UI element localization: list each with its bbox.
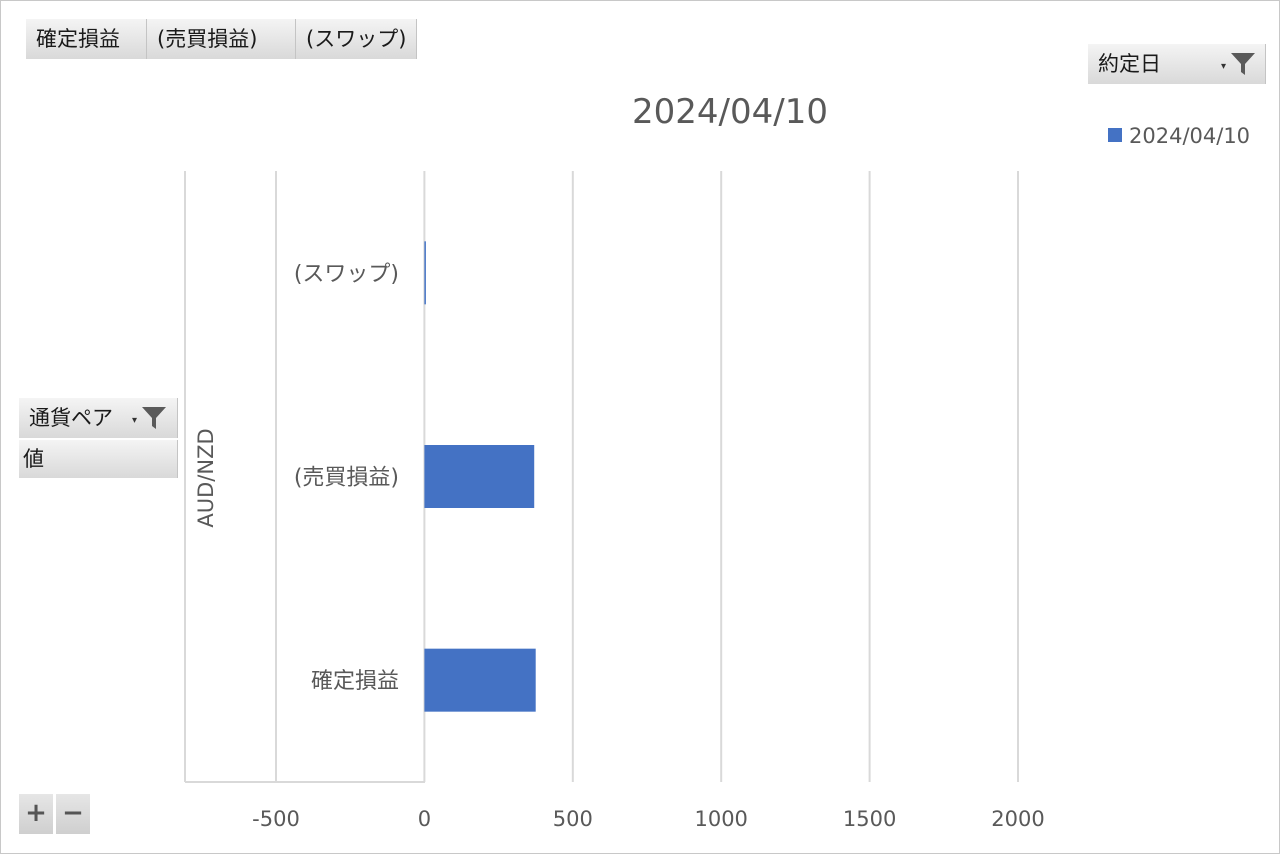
expand-button[interactable]: + [19, 794, 53, 834]
field-button-label: 確定損益 [36, 27, 120, 51]
field-button-confirmed-pl[interactable]: 確定損益 [26, 19, 147, 59]
field-button-trading-pl[interactable]: (売買損益) [147, 19, 296, 59]
plus-icon: + [25, 798, 47, 828]
x-tick-label: 2000 [991, 807, 1044, 831]
legend: 2024/04/10 [1108, 124, 1250, 148]
row-field-label: 通貨ペア [29, 406, 113, 430]
funnel-icon [1231, 53, 1255, 75]
chart-title: 2024/04/10 [632, 92, 828, 132]
legend-swatch [1108, 128, 1122, 142]
category-group-label: AUD/NZD [194, 428, 218, 527]
x-tick-label: 500 [553, 807, 593, 831]
legend-label: 2024/04/10 [1129, 124, 1250, 148]
filter-field-label: 約定日 [1098, 52, 1161, 76]
bar [424, 241, 426, 305]
x-tick-label: 1000 [694, 807, 747, 831]
collapse-button[interactable]: − [56, 794, 90, 834]
filter-field-trade-date[interactable]: 約定日 ▾ [1088, 44, 1266, 84]
minus-icon: − [62, 798, 84, 828]
bar [424, 445, 535, 508]
x-tick-label: 1500 [843, 807, 896, 831]
field-button-label: (スワップ) [306, 27, 407, 51]
category-label: (売買損益) [294, 466, 399, 491]
bar [424, 648, 536, 712]
category-label: 確定損益 [311, 669, 399, 694]
field-button-swap[interactable]: (スワップ) [296, 19, 417, 59]
category-label: (スワップ) [294, 262, 399, 287]
x-tick-label: 0 [418, 807, 431, 831]
dropdown-arrow-icon: ▾ [1221, 61, 1227, 72]
values-field-label: 値 [23, 447, 44, 471]
row-field-currency-pair[interactable]: 通貨ペア ▾ [19, 398, 178, 438]
dropdown-arrow-icon: ▾ [132, 415, 138, 426]
field-button-label: (売買損益) [157, 27, 258, 51]
x-tick-label: -500 [252, 807, 300, 831]
values-field[interactable]: 値 [19, 440, 178, 478]
funnel-icon [142, 407, 166, 429]
